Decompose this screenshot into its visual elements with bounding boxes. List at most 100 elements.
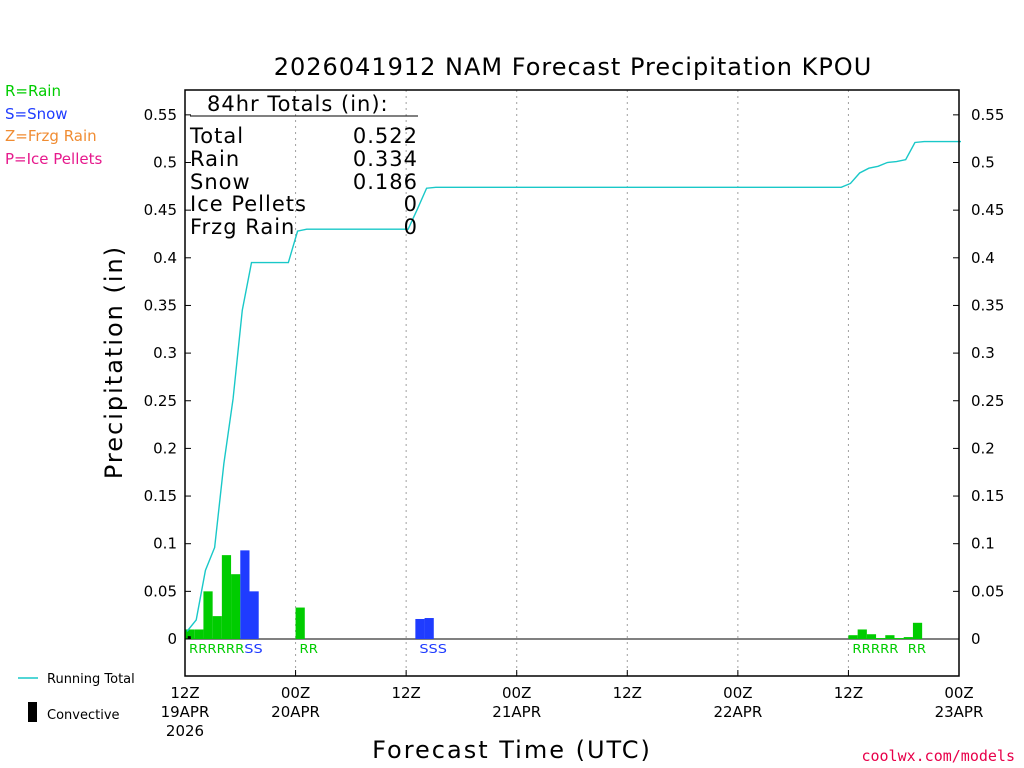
x-tick-label: 19APR: [161, 703, 210, 721]
y-tick-label-right: 0.1: [971, 535, 995, 553]
ptype-legend: R=Rain S=Snow Z=Frzg Rain P=Ice Pellets: [5, 82, 102, 168]
x-tick-label: 00Z: [502, 684, 531, 702]
y-tick-label-left: 0.45: [144, 201, 177, 219]
series-legend: Running Total Convective: [18, 672, 135, 723]
ptype-labels: RRRRRR SS RR SSS RRRRR RR: [189, 642, 926, 656]
y-axis-left: 0 0.05 0.1 0.15 0.2 0.25 0.3 0.35 0.4 0.45 0.5 0.55: [144, 106, 191, 648]
ptype-label: SSS: [419, 642, 447, 656]
legend-frzg-rain: Z=Frzg Rain: [5, 127, 97, 145]
ptype-label: RRRRRR: [189, 642, 244, 656]
plot-frame: [184, 89, 960, 677]
x-tick-label: 00Z: [281, 684, 310, 702]
y-axis-right: 0 0.05 0.1 0.15 0.2 0.25 0.3 0.35 0.4 0.45 0.5 0.55: [953, 106, 1004, 648]
ptype-label: SS: [244, 642, 262, 656]
y-tick-label-right: 0.05: [971, 582, 1004, 600]
totals-label-rain: Rain: [190, 147, 240, 171]
y-tick-label-left: 0.1: [153, 535, 177, 553]
x-tick-label: 22APR: [713, 703, 762, 721]
precip-bar-rain: [212, 616, 222, 639]
y-tick-label-left: 0.15: [144, 487, 177, 505]
totals-label-frzg-rain: Frzg Rain: [190, 215, 295, 239]
precip-bars: [185, 550, 923, 639]
precip-bar-rain: [903, 637, 913, 639]
y-tick-label-left: 0: [167, 630, 177, 648]
x-tick-label: 21APR: [492, 703, 541, 721]
y-tick-label-right: 0.5: [971, 154, 995, 172]
y-tick-label-right: 0.3: [971, 344, 995, 362]
legend-running-total: Running Total: [47, 672, 135, 687]
precip-bar-rain: [221, 555, 232, 639]
y-tick-label-left: 0.05: [144, 582, 177, 600]
precip-bar-rain: [894, 638, 904, 639]
precip-bar-rain: [295, 607, 305, 639]
y-tick-label-right: 0.15: [971, 487, 1004, 505]
precip-bar-snow: [249, 591, 259, 639]
x-tick-label: 00Z: [723, 684, 752, 702]
precip-bar-rain: [203, 591, 213, 639]
x-tick-label: 23APR: [935, 703, 984, 721]
y-tick-label-left: 0.5: [153, 154, 177, 172]
y-tick-label-right: 0.4: [971, 249, 995, 267]
y-tick-label-right: 0: [971, 630, 981, 648]
totals-heading: 84hr Totals (in):: [207, 92, 389, 116]
legend-rain: R=Rain: [5, 82, 61, 100]
x-axis-title: Forecast Time (UTC): [372, 736, 652, 764]
precip-bar-rain: [885, 635, 895, 639]
totals-label-total: Total: [189, 124, 244, 148]
precip-bar-rain: [231, 574, 241, 639]
x-tick-label: 20APR: [271, 703, 320, 721]
x-tick-label: 12Z: [170, 684, 199, 702]
y-tick-label-right: 0.35: [971, 296, 1004, 314]
y-tick-label-left: 0.4: [153, 249, 177, 267]
totals-value-frzg-rain: 0: [404, 215, 418, 239]
x-tick-label: 12Z: [834, 684, 863, 702]
precip-bar-snow: [415, 618, 425, 639]
x-tick-label: 00Z: [944, 684, 973, 702]
running-total-line: [186, 140, 961, 632]
convective-bars: [187, 636, 191, 639]
precip-bar-snow: [424, 618, 434, 639]
totals-box: 84hr Totals (in): Total 0.522 Rain 0.334…: [189, 92, 418, 239]
site-credit: coolwx.com/models: [861, 747, 1015, 765]
ptype-label: RR: [300, 642, 318, 656]
y-tick-label-right: 0.55: [971, 106, 1004, 124]
ptype-label: RRRRR: [852, 642, 898, 656]
precip-bar-rain: [866, 634, 877, 639]
totals-value-total: 0.522: [353, 124, 418, 148]
legend-convective-swatch: [28, 702, 37, 722]
y-tick-label-left: 0.25: [144, 392, 177, 410]
chart-title: 2026041912 NAM Forecast Precipitation KP…: [274, 53, 873, 81]
grid-lines: [185, 90, 959, 676]
y-tick-label-left: 0.2: [153, 439, 177, 457]
convective-bar: [187, 636, 191, 639]
y-tick-label-left: 0.35: [144, 296, 177, 314]
precip-bar-rain: [185, 629, 195, 639]
legend-ice-pellets: P=Ice Pellets: [5, 150, 102, 168]
y-tick-label-right: 0.25: [971, 392, 1004, 410]
y-tick-label-right: 0.45: [971, 201, 1004, 219]
running-total-series: [186, 140, 961, 632]
y-tick-label-left: 0.3: [153, 344, 177, 362]
precip-bar-rain: [857, 629, 867, 639]
totals-value-ice-pellets: 0: [404, 192, 418, 216]
x-tick-label: 12Z: [391, 684, 420, 702]
precip-bar-rain: [876, 638, 886, 639]
precip-bar-snow: [240, 550, 250, 639]
y-tick-label-left: 0.55: [144, 106, 177, 124]
totals-value-rain: 0.334: [353, 147, 418, 171]
precip-bar-rain: [848, 635, 858, 639]
totals-label-snow: Snow: [190, 170, 251, 194]
x-tick-label: 2026: [166, 722, 204, 740]
y-axis-title: Precipitation (in): [100, 245, 128, 479]
totals-label-ice-pellets: Ice Pellets: [190, 192, 307, 216]
precip-bar-rain: [194, 629, 204, 639]
y-tick-label-right: 0.2: [971, 439, 995, 457]
precip-bar-rain: [912, 622, 923, 639]
legend-snow: S=Snow: [5, 105, 68, 123]
legend-convective: Convective: [47, 708, 120, 723]
totals-value-snow: 0.186: [353, 170, 418, 194]
ptype-label: RR: [908, 642, 926, 656]
x-tick-label: 12Z: [613, 684, 642, 702]
